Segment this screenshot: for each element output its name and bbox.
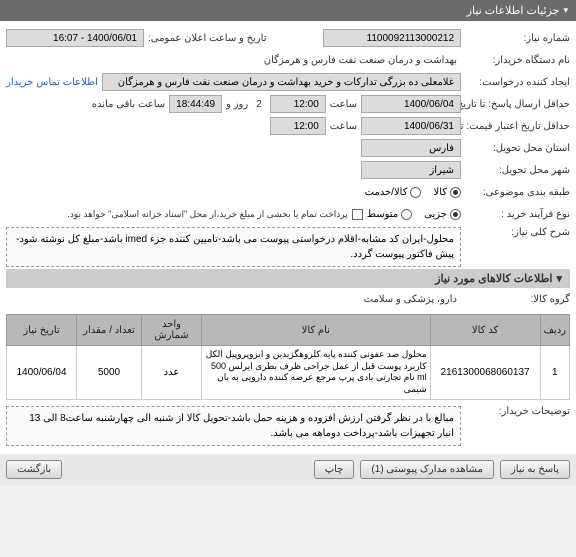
province-value: فارس — [361, 139, 461, 157]
goods-group-label: گروه کالا: — [465, 294, 570, 305]
buyer-device-value: بهداشت و درمان صنعت نفت فارس و هرمزگان — [260, 53, 461, 68]
category-label: طبقه بندی موضوعی: — [465, 187, 570, 198]
radio-goods-service[interactable]: کالا/خدمت — [365, 187, 422, 198]
time-label-2: ساعت — [330, 121, 357, 132]
radio-proc1-icon — [450, 209, 461, 220]
days-value: 2 — [252, 97, 266, 112]
cell-unit: عدد — [142, 346, 202, 400]
buyer-notes-label: توضیحات خریدار: — [465, 406, 570, 417]
radio-proc2-icon — [401, 209, 412, 220]
table-row: 1 2161300068060137 محلول ضد عفونی کننده … — [7, 346, 570, 400]
remaining-label: ساعت باقی مانده — [92, 99, 165, 110]
requester-value: غلامعلی ده بزرگی تدارکات و خرید بهداشت و… — [102, 73, 461, 91]
th-code: کد کالا — [430, 315, 540, 346]
process-note: پرداخت تمام یا بخشی از مبلغ خرید،از محل … — [67, 209, 347, 220]
panel-header: ▾ جزئیات اطلاعات نیاز — [0, 0, 576, 21]
countdown: 18:44:49 — [169, 95, 222, 113]
th-name: نام کالا — [202, 315, 431, 346]
th-row: ردیف — [540, 315, 569, 346]
collapse-icon-2[interactable]: ▾ — [556, 272, 562, 285]
panel-title: جزئیات اطلاعات نیاز — [467, 4, 560, 17]
cell-idx: 1 — [540, 346, 569, 400]
valid-label: حداقل تاریخ اعتبار قیمت: تا تاریخ: — [465, 121, 570, 132]
general-desc-box: محلول-ایران کد مشابه-اقلام درخواستی پیوس… — [6, 227, 461, 267]
deadline-label: حداقل ارسال پاسخ: تا تاریخ: — [465, 99, 570, 110]
city-value: شیراز — [361, 161, 461, 179]
goods-group-value: دارو، پزشکی و سلامت — [360, 292, 461, 307]
radio-proc1[interactable]: جزیی — [424, 209, 461, 220]
process-label: نوع فرآیند خرید : — [465, 209, 570, 220]
process-radio-group: جزیی متوسط — [367, 209, 461, 220]
radio-proc1-label: جزیی — [424, 209, 447, 220]
back-button[interactable]: بازگشت — [6, 460, 62, 479]
radio-goods-icon — [450, 187, 461, 198]
buyer-device-label: نام دستگاه خریدار: — [465, 55, 570, 66]
need-number-value: 1100092113000212 — [323, 29, 461, 47]
print-button[interactable]: چاپ — [314, 460, 355, 479]
radio-goods[interactable]: کالا — [433, 187, 461, 198]
th-date: تاریخ نیاز — [7, 315, 77, 346]
general-desc-label: شرح کلی نیاز: — [465, 227, 570, 238]
announce-label: تاریخ و ساعت اعلان عمومی: — [148, 33, 267, 44]
th-qty: تعداد / مقدار — [77, 315, 142, 346]
treasury-checkbox[interactable] — [352, 209, 363, 220]
announce-value: 1400/06/01 - 16:07 — [6, 29, 144, 47]
days-label: روز و — [226, 99, 248, 110]
buyer-contact-link[interactable]: اطلاعات تماس خریدار — [6, 77, 98, 88]
footer-buttons: پاسخ به نیاز مشاهده مدارک پیوستی (1) چاپ… — [0, 454, 576, 485]
form-content: شماره نیاز: 1100092113000212 تاریخ و ساع… — [0, 21, 576, 454]
radio-goods-label: کالا — [433, 187, 447, 198]
cell-code: 2161300068060137 — [430, 346, 540, 400]
time-label-1: ساعت — [330, 99, 357, 110]
th-unit: واحد شمارش — [142, 315, 202, 346]
radio-proc2-label: متوسط — [367, 209, 398, 220]
cell-qty: 5000 — [77, 346, 142, 400]
deadline-time: 12:00 — [270, 95, 326, 113]
cell-name: محلول ضد عفونی کننده پایه کلروهگزیدین و … — [202, 346, 431, 400]
goods-table: ردیف کد کالا نام کالا واحد شمارش تعداد /… — [6, 314, 570, 400]
valid-time: 12:00 — [270, 117, 326, 135]
goods-section-header: ▾ اطلاعات کالاهای مورد نیاز — [6, 269, 570, 288]
reply-button[interactable]: پاسخ به نیاز — [500, 460, 570, 479]
radio-goods-service-icon — [410, 187, 421, 198]
valid-date: 1400/06/31 — [361, 117, 461, 135]
collapse-icon[interactable]: ▾ — [563, 5, 568, 16]
buyer-notes-box: مبالغ با در نظر گرفتن ارزش افزوده و هزین… — [6, 406, 461, 446]
cell-date: 1400/06/04 — [7, 346, 77, 400]
requester-label: ایجاد کننده درخواست: — [465, 77, 570, 88]
city-label: شهر محل تحویل: — [465, 165, 570, 176]
category-radio-group: کالا کالا/خدمت — [365, 187, 461, 198]
attachments-button[interactable]: مشاهده مدارک پیوستی (1) — [360, 460, 494, 479]
radio-goods-service-label: کالا/خدمت — [365, 187, 408, 198]
goods-header-text: اطلاعات کالاهای مورد نیاز — [435, 272, 552, 285]
radio-proc2[interactable]: متوسط — [367, 209, 412, 220]
need-number-label: شماره نیاز: — [465, 33, 570, 44]
deadline-date: 1400/06/04 — [361, 95, 461, 113]
province-label: استان محل تحویل: — [465, 143, 570, 154]
